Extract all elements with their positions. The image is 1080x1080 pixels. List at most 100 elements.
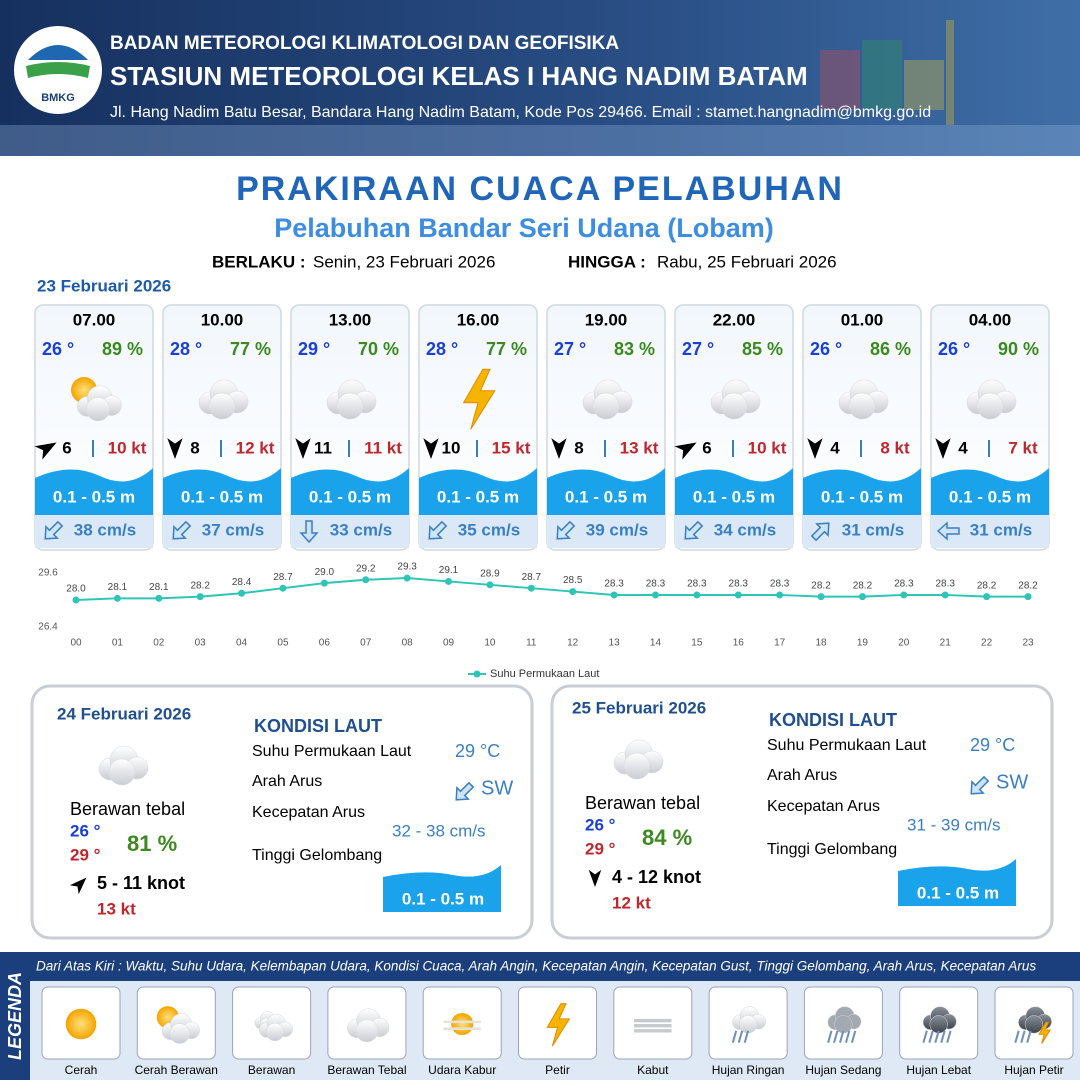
- rain: [928, 1030, 934, 1043]
- time: 07.00: [73, 310, 116, 329]
- sun: [451, 1012, 474, 1036]
- wind-speed: 8: [574, 438, 583, 457]
- air-temp: 26 °: [42, 339, 74, 359]
- sst-point: [155, 594, 163, 602]
- sst-line: [75, 577, 1028, 601]
- rain: [1026, 1030, 1032, 1043]
- current-arrow: [428, 520, 448, 540]
- rain: [922, 1030, 928, 1043]
- x-tick-label: 02: [153, 638, 165, 649]
- cloud-part: [834, 1015, 853, 1034]
- sst-value-label: 28.1: [149, 582, 169, 593]
- legend-item: Cerah Berawan: [135, 1063, 218, 1077]
- current-arrow: [810, 522, 830, 542]
- cloud-part: [1024, 1015, 1044, 1034]
- sst-value-label: 28.2: [1018, 580, 1038, 591]
- x-tick-label: 12: [567, 638, 579, 649]
- rain: [1020, 1030, 1026, 1043]
- sea-heading: KONDISI LAUT: [254, 716, 382, 736]
- weather-icon: [98, 745, 149, 786]
- air-temp: 28 °: [426, 339, 458, 359]
- sst-point: [983, 593, 991, 601]
- current-speed: 31 - 39 cm/s: [907, 815, 1001, 834]
- wind-arrow: [167, 438, 183, 459]
- sst-point: [362, 576, 370, 584]
- sea-label: Kecepatan Arus: [767, 798, 880, 815]
- legend-item: Berawan Tebal: [327, 1063, 406, 1077]
- legend-item: Petir: [545, 1063, 570, 1077]
- cloud-part: [976, 392, 1004, 420]
- until-label: HINGGA :: [568, 252, 646, 271]
- sst-point: [403, 574, 411, 582]
- sun: [65, 1008, 97, 1040]
- air-temp: 26 °: [810, 339, 842, 359]
- time: 16.00: [457, 310, 500, 329]
- logo-shape: [28, 45, 88, 60]
- cloud-part: [169, 1023, 190, 1044]
- sea-label: Tinggi Gelombang: [252, 847, 382, 864]
- sst-point: [569, 588, 577, 596]
- weather-icon: [827, 1006, 862, 1043]
- day-temp-min: 26 °: [70, 821, 101, 840]
- bolt: [546, 1003, 571, 1047]
- weather-icon: [966, 379, 1017, 420]
- sst-point: [527, 584, 535, 592]
- current-arrow: [970, 775, 990, 795]
- x-tick-label: 22: [981, 638, 993, 649]
- x-tick-label: 20: [898, 638, 910, 649]
- sst-value-label: 29.0: [315, 567, 335, 578]
- gust: 13 kt: [620, 438, 659, 457]
- current-arrow: [172, 520, 192, 540]
- sea-label: Tinggi Gelombang: [767, 841, 897, 858]
- wave-height: 0.1 - 0.5 m: [53, 487, 135, 506]
- legend-box: [613, 986, 693, 1060]
- rain: [844, 1030, 851, 1043]
- sst-value-label: 28.3: [687, 579, 707, 590]
- date: 23 Februari 2026: [37, 276, 171, 295]
- x-tick-label: 16: [733, 638, 745, 649]
- wave-band: [419, 468, 537, 515]
- x-tick-label: 10: [484, 638, 496, 649]
- sst-value-label: 28.9: [480, 568, 500, 579]
- time: 10.00: [201, 310, 244, 329]
- wind-arrow: [807, 438, 823, 459]
- weather-icon: [1014, 1006, 1052, 1044]
- day-wave: 0.1 - 0.5 m: [402, 889, 484, 908]
- current-dir: SW: [481, 777, 513, 799]
- time: 04.00: [969, 310, 1012, 329]
- legend-swatch: [473, 670, 481, 678]
- rain: [737, 1030, 744, 1043]
- sst-value-label: 28.3: [729, 579, 749, 590]
- fog-band: [634, 1018, 672, 1023]
- weather-icon: [326, 379, 377, 420]
- current-speed: 39 cm/s: [586, 520, 648, 539]
- day-wind: 5 - 11 knot: [97, 873, 185, 893]
- wind-arrow: [551, 438, 567, 459]
- current-speed: 31 cm/s: [842, 520, 904, 539]
- air-temp: 29 °: [298, 339, 330, 359]
- humidity: 77 %: [486, 339, 527, 359]
- sst-point: [279, 584, 287, 592]
- cloud-part: [265, 1022, 285, 1042]
- day-humidity: 81 %: [127, 831, 177, 856]
- fog-band: [634, 1029, 672, 1033]
- x-tick-label: 18: [815, 638, 827, 649]
- legend-item: Hujan Lebat: [906, 1063, 971, 1077]
- weather-icon: [731, 1006, 767, 1043]
- wind-speed: 8: [190, 438, 199, 457]
- sea-label: Arah Arus: [767, 767, 837, 784]
- cloud-part: [623, 752, 651, 780]
- current-speed: 33 cm/s: [330, 520, 392, 539]
- sst-value-label: 29.1: [439, 565, 459, 576]
- rain: [839, 1030, 845, 1043]
- sst-point: [238, 589, 246, 597]
- sst-point: [651, 591, 659, 599]
- time: 19.00: [585, 310, 628, 329]
- legend-item: Udara Kabur: [428, 1063, 496, 1077]
- day-condition: Berawan tebal: [70, 799, 185, 819]
- legend-item: Hujan Sedang: [805, 1063, 881, 1077]
- valid-from: Senin, 23 Februari 2026: [313, 252, 495, 271]
- title: PRAKIRAAN CUACA PELABUHAN: [236, 170, 844, 208]
- logo-shape: [26, 62, 90, 78]
- weather-icon: [710, 379, 761, 420]
